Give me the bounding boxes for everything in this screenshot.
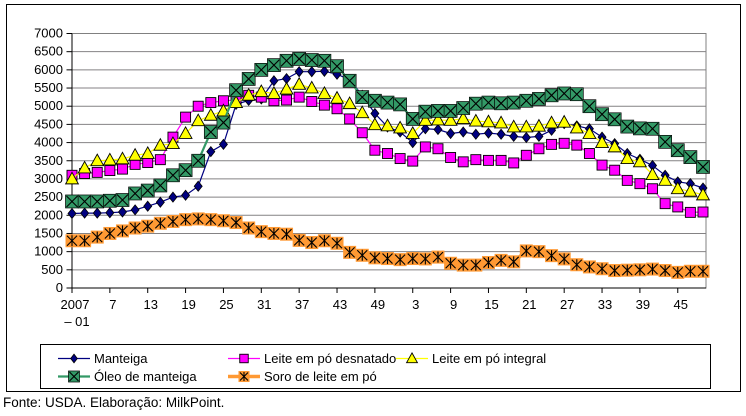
y-tick-label: 4500 [34, 116, 63, 131]
x-tick-label: 15 [484, 297, 498, 312]
x-tick-label: 7 [109, 297, 116, 312]
y-tick-label: 2500 [34, 189, 63, 204]
chart-frame [6, 4, 741, 392]
legend-marker-leite-em-po-integral [396, 351, 428, 363]
legend-item-leite-em-po-integral: Leite em pó integral [396, 350, 546, 366]
x-axis-labels: 2007– 017 13 19 25 31 37 43 49 3 9 15 21 27 33 39 45 [61, 297, 688, 329]
legend-marker-oleo-de-manteiga [58, 370, 90, 382]
legend-label: Soro de leite em pó [264, 368, 377, 384]
x-tick-label: 45 [674, 297, 688, 312]
y-tick-label: 3000 [34, 171, 63, 186]
gridlines [72, 51, 706, 271]
x-tick-label: 39 [636, 297, 650, 312]
x-tick-label: 19 [181, 297, 195, 312]
x-tick-label: 3 [412, 297, 419, 312]
y-tick-label: 1500 [34, 225, 63, 240]
y-tick-label: 1000 [34, 244, 63, 259]
x-tick-label: 49 [371, 297, 385, 312]
legend-marker-manteiga [58, 353, 90, 363]
legend-item-soro-de-leite-em-po: Soro de leite em pó [228, 368, 377, 384]
x-tick-label: 31 [257, 297, 271, 312]
series-soro-de-leite-em-po [65, 212, 710, 279]
source-note: Fonte: USDA. Elaboração: MilkPoint. [3, 395, 225, 410]
x-tick-label: 27 [560, 297, 574, 312]
legend-label: Manteiga [94, 350, 148, 366]
legend-marker-leite-em-po-desnatado [228, 353, 260, 363]
y-tick-label: 500 [41, 262, 63, 277]
y-tick-label: 5500 [34, 80, 63, 95]
x-tick-label-first: 2007– 01 [61, 297, 90, 329]
legend-label: Óleo de manteiga [94, 368, 197, 384]
legend-item-manteiga: Manteiga [58, 350, 147, 366]
x-tick-label: 13 [143, 297, 157, 312]
series-leite-em-po-desnatado [66, 89, 709, 218]
legend-marker-soro-de-leite-em-po [228, 370, 260, 382]
y-tick-label: 0 [56, 280, 63, 295]
y-tick-label: 2000 [34, 207, 63, 222]
x-tick-label: 37 [295, 297, 309, 312]
x-tick-label: 25 [219, 297, 233, 312]
y-tick-label: 4000 [34, 135, 63, 150]
series-oleo-de-manteiga [65, 52, 710, 209]
y-tick-label: 3500 [34, 153, 63, 168]
legend-item-leite-em-po-desnatado: Leite em pó desnatado [228, 350, 396, 366]
x-tick-label: 33 [598, 297, 612, 312]
legend-label: Leite em pó desnatado [264, 350, 397, 366]
y-tick-label: 6500 [34, 44, 63, 59]
x-tick-label: 21 [522, 297, 536, 312]
y-tick-label: 7000 [34, 26, 63, 41]
legend: Manteiga Leite em pó desnatado Leite em pó… [40, 344, 711, 389]
y-tick-label: 5000 [34, 98, 63, 113]
legend-label: Leite em pó integral [432, 350, 547, 366]
x-tick-label: 9 [450, 297, 457, 312]
y-tick-label: 6000 [34, 62, 63, 77]
legend-item-oleo-de-manteiga: Óleo de manteiga [58, 368, 197, 384]
y-axis-labels: 0 500 1000 1500 2000 2500 3000 3500 4000 4500 5000… [34, 26, 63, 296]
series-leite-em-po-integral [64, 76, 711, 201]
x-tick-label: 43 [333, 297, 347, 312]
